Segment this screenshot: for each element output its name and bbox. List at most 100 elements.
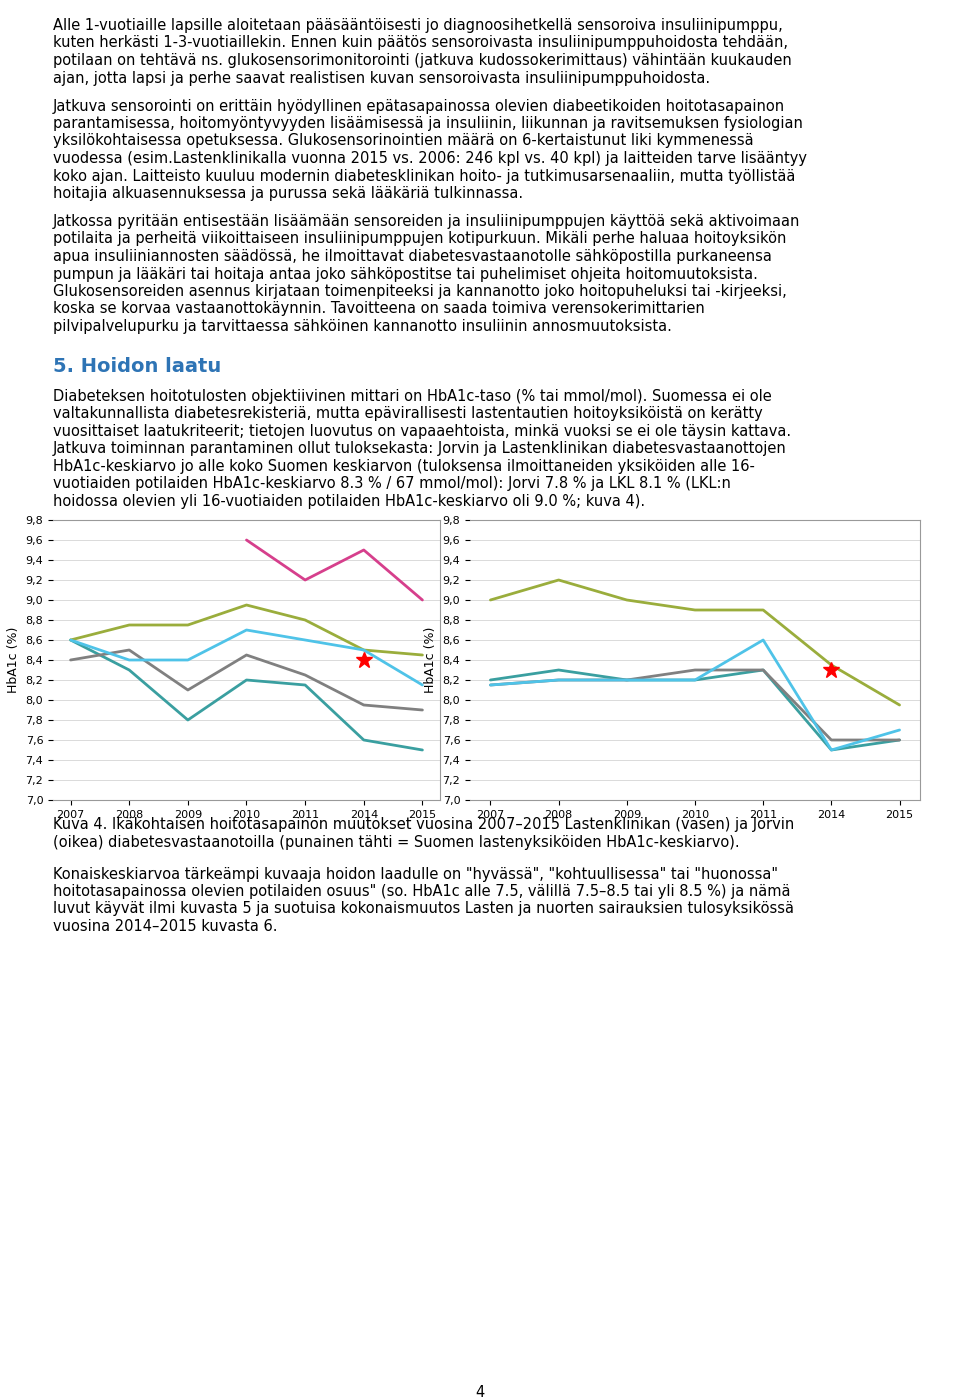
Text: pilvipalvelupurku ja tarvittaessa sähköinen kannanotto insuliinin annosmuutoksis: pilvipalvelupurku ja tarvittaessa sähköi… [53,319,672,334]
6-10 y [300,666,311,683]
Legend: 0-5 y, 6-10 y, 11-15 y, < 16 y, > 16 y: 0-5 y, 6-10 y, 11-15 y, < 16 y, > 16 y [470,526,569,627]
< 16 y [65,631,77,648]
6-10 y [553,672,564,688]
Text: Glukosensoreiden asennus kirjataan toimenpiteeksi ja kannanotto joko hoitopuhelu: Glukosensoreiden asennus kirjataan toime… [53,284,787,299]
Text: luvut käyvät ilmi kuvasta 5 ja suotuisa kokonaismuutos Lasten ja nuorten sairauk: luvut käyvät ilmi kuvasta 5 ja suotuisa … [53,901,794,916]
Text: Konaiskeskiarvoa tärkeämpi kuvaaja hoidon laadulle on "hyvässä", "kohtuullisessa: Konaiskeskiarvoa tärkeämpi kuvaaja hoido… [53,866,778,881]
Text: hoitotasapainossa olevien potilaiden osuus" (so. HbA1c alle 7.5, välillä 7.5–8.5: hoitotasapainossa olevien potilaiden osu… [53,884,790,900]
11-15 y [241,596,252,613]
0-5 y [300,677,311,694]
6-10 y [621,672,633,688]
11-15 y [417,646,428,663]
0-5 y [894,732,905,748]
Text: apua insuliiniannosten säädössä, he ilmoittavat diabetesvastaanotolle sähköposti: apua insuliiniannosten säädössä, he ilmo… [53,249,772,264]
Line: < 16 y: < 16 y [491,639,900,750]
11-15 y [826,656,837,673]
Text: vuosittaiset laatukriteerit; tietojen luovutus on vapaaehtoista, minkä vuoksi se: vuosittaiset laatukriteerit; tietojen lu… [53,424,791,439]
0-5 y [553,662,564,679]
< 16 y [826,741,837,758]
< 16 y [182,652,194,669]
Text: (oikea) diabetesvastaanotoilla (punainen tähti = Suomen lastenyksiköiden HbA1c-k: (oikea) diabetesvastaanotoilla (punainen… [53,835,739,851]
Text: potilaita ja perheitä viikoittaiseen insuliinipumppujen kotipurkuun. Mikäli perh: potilaita ja perheitä viikoittaiseen ins… [53,231,786,246]
< 16 y [553,672,564,688]
Line: < 16 y: < 16 y [71,630,422,686]
Text: koko ajan. Laitteisto kuuluu modernin diabetesklinikan hoito- ja tutkimusarsenaa: koko ajan. Laitteisto kuuluu modernin di… [53,168,796,183]
> 16 y [241,532,252,548]
11-15 y [689,602,701,618]
> 16 y [300,572,311,589]
11-15 y [621,592,633,609]
11-15 y [358,642,370,659]
< 16 y [358,642,370,659]
11-15 y [485,592,496,609]
Text: Diabeteksen hoitotulosten objektiivinen mittari on HbA1c-taso (% tai mmol/mol). : Diabeteksen hoitotulosten objektiivinen … [53,389,772,404]
Text: ajan, jotta lapsi ja perhe saavat realistisen kuvan sensoroivasta insuliinipumpp: ajan, jotta lapsi ja perhe saavat realis… [53,70,710,85]
6-10 y [485,677,496,694]
6-10 y [65,652,77,669]
< 16 y [241,621,252,638]
6-10 y [689,662,701,679]
< 16 y [894,722,905,739]
Text: koska se korvaa vastaanottokäynnin. Tavoitteena on saada toimiva verensokerimitt: koska se korvaa vastaanottokäynnin. Tavo… [53,302,705,316]
6-10 y [358,697,370,713]
Text: yksilökohtaisessa opetuksessa. Glukosensorinointien määrä on 6-kertaistunut liki: yksilökohtaisessa opetuksessa. Glukosens… [53,133,754,148]
0-5 y [621,672,633,688]
Line: > 16 y: > 16 y [247,540,422,600]
Line: 6-10 y: 6-10 y [491,670,900,740]
11-15 y [553,572,564,589]
6-10 y [124,642,135,659]
0-5 y [757,662,769,679]
Line: 6-10 y: 6-10 y [71,651,422,711]
Text: vuosina 2014–2015 kuvasta 6.: vuosina 2014–2015 kuvasta 6. [53,919,277,935]
Line: 0-5 y: 0-5 y [71,639,422,750]
11-15 y [757,602,769,618]
Text: potilaan on tehtävä ns. glukosensorimonitorointi (jatkuva kudossokerimittaus) vä: potilaan on tehtävä ns. glukosensorimoni… [53,53,792,69]
< 16 y [757,631,769,648]
0-5 y [358,732,370,748]
Text: 4: 4 [475,1385,485,1399]
Text: HbA1c-keskiarvo jo alle koko Suomen keskiarvon (tuloksensa ilmoittaneiden yksikö: HbA1c-keskiarvo jo alle koko Suomen kesk… [53,459,755,474]
Line: 11-15 y: 11-15 y [491,581,900,705]
6-10 y [826,732,837,748]
0-5 y [689,672,701,688]
< 16 y [485,677,496,694]
< 16 y [621,672,633,688]
0-5 y [124,662,135,679]
0-5 y [826,741,837,758]
< 16 y [417,677,428,694]
> 16 y [417,592,428,609]
Text: Jatkossa pyritään entisestään lisäämään sensoreiden ja insuliinipumppujen käyttö: Jatkossa pyritään entisestään lisäämään … [53,214,801,229]
Line: 11-15 y: 11-15 y [71,604,422,655]
11-15 y [124,617,135,634]
Text: Kuva 4. Ikäkohtaisen hoitotasapainon muutokset vuosina 2007–2015 Lastenklinikan : Kuva 4. Ikäkohtaisen hoitotasapainon muu… [53,817,794,832]
0-5 y [182,712,194,729]
Text: Jatkuva sensorointi on erittäin hyödyllinen epätasapainossa olevien diabeetikoid: Jatkuva sensorointi on erittäin hyödylli… [53,98,785,113]
Text: Jatkuva toiminnan parantaminen ollut tuloksekasta: Jorvin ja Lastenklinikan diab: Jatkuva toiminnan parantaminen ollut tul… [53,441,787,456]
6-10 y [241,646,252,663]
Y-axis label: HbA1c (%): HbA1c (%) [7,627,20,693]
11-15 y [182,617,194,634]
0-5 y [65,631,77,648]
0-5 y [417,741,428,758]
11-15 y [65,631,77,648]
< 16 y [124,652,135,669]
Text: Alle 1-vuotiaille lapsille aloitetaan pääsääntöisesti jo diagnoosihetkellä senso: Alle 1-vuotiaille lapsille aloitetaan pä… [53,18,782,34]
Y-axis label: HbA1c (%): HbA1c (%) [424,627,437,693]
6-10 y [182,681,194,698]
Text: 5. Hoidon laatu: 5. Hoidon laatu [53,358,221,376]
Line: 0-5 y: 0-5 y [491,670,900,750]
Text: hoidossa olevien yli 16-vuotiaiden potilaiden HbA1c-keskiarvo oli 9.0 %; kuva 4): hoidossa olevien yli 16-vuotiaiden potil… [53,494,645,509]
11-15 y [894,697,905,713]
Text: vuotiaiden potilaiden HbA1c-keskiarvo 8.3 % / 67 mmol/mol): Jorvi 7.8 % ja LKL 8: vuotiaiden potilaiden HbA1c-keskiarvo 8.… [53,476,731,491]
> 16 y [358,541,370,558]
Text: valtakunnallista diabetesrekisteriä, mutta epävirallisesti lastentautien hoitoyk: valtakunnallista diabetesrekisteriä, mut… [53,406,763,421]
0-5 y [485,672,496,688]
Text: pumpun ja lääkäri tai hoitaja antaa joko sähköpostitse tai puhelimiset ohjeita h: pumpun ja lääkäri tai hoitaja antaa joko… [53,266,757,281]
0-5 y [241,672,252,688]
6-10 y [894,732,905,748]
11-15 y [300,611,311,628]
Text: kuten herkästi 1-3-vuotiaillekin. Ennen kuin päätös sensoroivasta insuliinipumpp: kuten herkästi 1-3-vuotiaillekin. Ennen … [53,35,788,50]
Text: parantamisessa, hoitomyöntyvyyden lisäämisessä ja insuliinin, liikunnan ja ravit: parantamisessa, hoitomyöntyvyyden lisääm… [53,116,803,132]
Text: vuodessa (esim.Lastenklinikalla vuonna 2015 vs. 2006: 246 kpl vs. 40 kpl) ja lai: vuodessa (esim.Lastenklinikalla vuonna 2… [53,151,807,166]
6-10 y [417,702,428,719]
